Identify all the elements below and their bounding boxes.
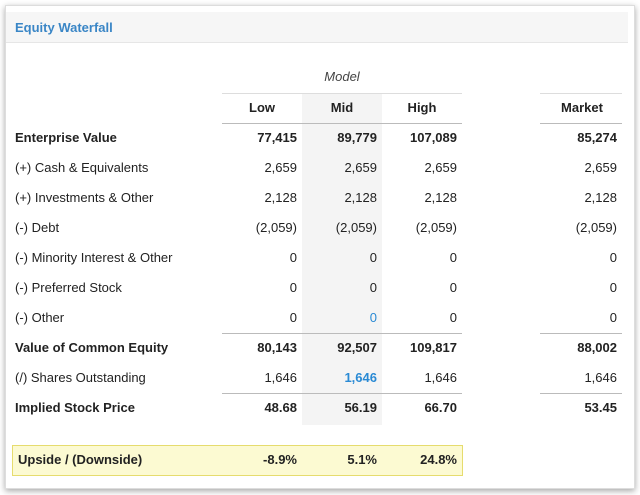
cell: 2,128	[264, 190, 297, 205]
rule	[222, 333, 462, 334]
cell: 109,817	[410, 340, 457, 355]
row-label: (-) Debt	[15, 220, 60, 235]
cell: 0	[289, 280, 297, 295]
upside-cell: -8.9%	[263, 452, 297, 467]
rule	[222, 93, 462, 94]
header-bar	[6, 12, 628, 43]
row-label: (+) Investments & Other	[15, 190, 154, 205]
cell: 0	[289, 250, 297, 265]
cell: 1,646	[344, 370, 377, 385]
cell: (2,059)	[415, 220, 457, 235]
cell: 92,507	[337, 340, 377, 355]
row-label: (-) Minority Interest & Other	[15, 250, 173, 265]
rule	[540, 333, 622, 334]
cell: 77,415	[257, 130, 297, 145]
cell: 2,128	[344, 190, 377, 205]
cell: 0	[449, 310, 457, 325]
cell: 0	[609, 250, 617, 265]
row-label: Implied Stock Price	[15, 400, 135, 415]
cell: 0	[369, 250, 377, 265]
column-header: Market	[561, 100, 603, 115]
cell: 0	[369, 280, 377, 295]
title: Equity Waterfall	[15, 20, 113, 35]
column-header: Mid	[330, 100, 354, 115]
cell: 1,646	[424, 370, 457, 385]
rule	[540, 393, 622, 394]
rule	[222, 123, 462, 124]
cell: 66.70	[424, 400, 457, 415]
cell: 89,779	[337, 130, 377, 145]
group-label: Model	[324, 69, 360, 84]
row-label: (-) Preferred Stock	[15, 280, 122, 295]
row-label: Value of Common Equity	[15, 340, 169, 355]
cell: (2,059)	[335, 220, 377, 235]
column-header: Low	[249, 100, 275, 115]
row-label: (+) Cash & Equivalents	[15, 160, 149, 175]
cell: 107,089	[410, 130, 457, 145]
cell: 0	[609, 280, 617, 295]
column-header: High	[407, 100, 437, 115]
cell: 85,274	[577, 130, 617, 145]
cell: 56.19	[344, 400, 377, 415]
rule	[222, 393, 462, 394]
cell: 2,128	[424, 190, 457, 205]
rule	[540, 123, 622, 124]
cell: 2,128	[584, 190, 617, 205]
cell: (2,059)	[575, 220, 617, 235]
upside-label: Upside / (Downside)	[18, 452, 143, 467]
cell: 0	[449, 250, 457, 265]
cell: 53.45	[584, 400, 617, 415]
cell: 88,002	[577, 340, 617, 355]
cell: 2,659	[584, 160, 617, 175]
cell: 2,659	[344, 160, 377, 175]
cell: 1,646	[584, 370, 617, 385]
cell: 0	[369, 310, 377, 325]
cell: 1,646	[264, 370, 297, 385]
cell: 0	[449, 280, 457, 295]
cell: 0	[609, 310, 617, 325]
upside-cell: 24.8%	[420, 452, 457, 467]
cell: 80,143	[257, 340, 297, 355]
row-label: Enterprise Value	[15, 130, 117, 145]
cell: 2,659	[424, 160, 457, 175]
mid-column-shade	[302, 93, 382, 425]
upside-cell: 5.1%	[347, 452, 377, 467]
row-label: (/) Shares Outstanding	[15, 370, 146, 385]
rule	[540, 93, 622, 94]
upside-box	[12, 445, 463, 476]
cell: 2,659	[264, 160, 297, 175]
row-label: (-) Other	[15, 310, 65, 325]
cell: 0	[289, 310, 297, 325]
cell: (2,059)	[255, 220, 297, 235]
cell: 48.68	[264, 400, 297, 415]
